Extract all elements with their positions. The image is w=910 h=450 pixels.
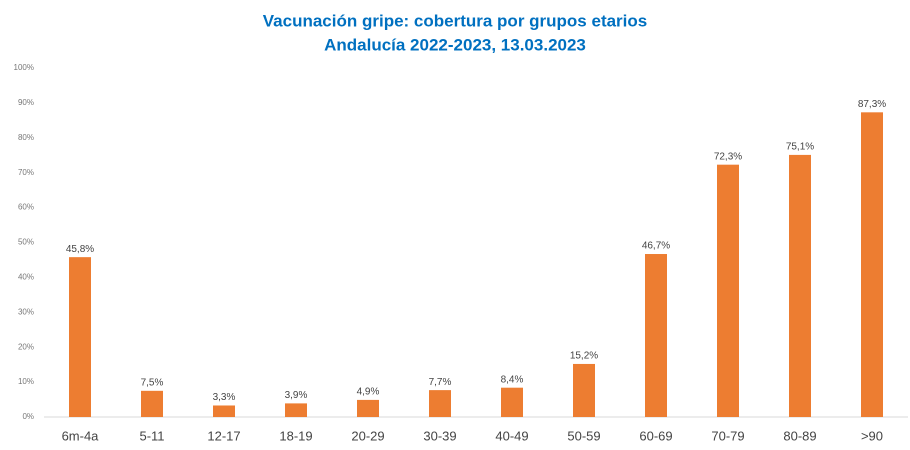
x-tick-label: 70-79: [711, 428, 744, 443]
bar: [357, 399, 379, 417]
y-tick-label: 60%: [18, 203, 34, 212]
x-tick-label: >90: [861, 428, 883, 443]
bar: [429, 390, 451, 417]
y-tick-label: 90%: [18, 98, 34, 107]
y-tick-label: 0%: [22, 412, 34, 421]
y-tick-label: 10%: [18, 377, 34, 386]
value-label: 15,2%: [570, 351, 598, 362]
x-tick-label: 30-39: [423, 428, 456, 443]
value-label: 8,4%: [501, 374, 524, 385]
value-label: 7,7%: [429, 377, 452, 388]
y-tick-label: 80%: [18, 133, 34, 142]
y-tick-label: 20%: [18, 342, 34, 351]
x-tick-label: 80-89: [783, 428, 816, 443]
y-tick-label: 50%: [18, 238, 34, 247]
bar: [285, 403, 307, 417]
chart-subtitle: Andalucía 2022-2023, 13.03.2023: [324, 35, 586, 54]
x-tick-label: 50-59: [567, 428, 600, 443]
y-tick-label: 30%: [18, 307, 34, 316]
bar: [789, 154, 811, 417]
y-tick-label: 70%: [18, 168, 34, 177]
bar: [645, 254, 667, 417]
value-label: 45,8%: [66, 244, 94, 255]
bar: [717, 164, 739, 417]
value-label: 4,9%: [357, 387, 380, 398]
x-tick-label: 60-69: [639, 428, 672, 443]
value-label: 3,9%: [285, 390, 308, 401]
y-tick-label: 100%: [14, 63, 34, 72]
x-tick-label: 5-11: [139, 428, 164, 443]
x-tick-label: 40-49: [495, 428, 528, 443]
value-label: 46,7%: [642, 241, 670, 252]
value-label: 72,3%: [714, 151, 742, 162]
bar: [573, 363, 595, 417]
x-tick-label: 12-17: [207, 428, 240, 443]
y-tick-label: 40%: [18, 273, 34, 282]
value-label: 75,1%: [786, 142, 814, 153]
bar: [501, 387, 523, 417]
value-label: 7,5%: [141, 377, 164, 388]
x-tick-label: 20-29: [351, 428, 384, 443]
x-tick-label: 18-19: [279, 428, 312, 443]
bar: [141, 390, 163, 417]
value-label: 3,3%: [213, 392, 236, 403]
x-tick-label: 6m-4a: [62, 428, 100, 443]
bar: [213, 405, 235, 417]
bar: [861, 112, 883, 417]
value-label: 87,3%: [858, 99, 886, 110]
chart-title: Vacunación gripe: cobertura por grupos e…: [263, 11, 647, 30]
bar: [69, 257, 91, 417]
